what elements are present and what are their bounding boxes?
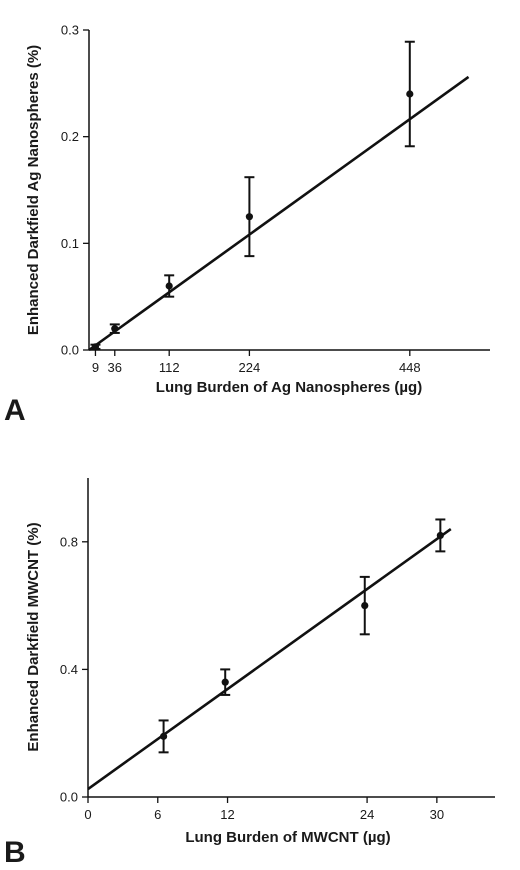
panel-b-x-axis-title: Lung Burden of MWCNT (µg): [185, 829, 390, 846]
panel-b-y-tick-label: 0.0: [60, 790, 78, 805]
panel-b: 0 6 12 24 30 0.0 0.4 0.8 Lung Burden of MWCNT (…: [4, 478, 495, 869]
panel-a-y-tick-label: 0.3: [61, 23, 79, 38]
panel-a-data-point: [91, 343, 100, 351]
panel-a-y-axis-title: Enhanced Darkfield Ag Nanospheres (%): [25, 45, 42, 335]
panel-a-x-tick-label: 36: [108, 360, 122, 375]
panel-a-x-tick-label: 9: [92, 360, 99, 375]
panel-b-fit-line: [87, 527, 452, 791]
panel-b-data-point: [436, 531, 444, 540]
panel-b-x-tick-label: 6: [154, 807, 161, 822]
panel-a-ticks: 9 36 112 224 448 0.0 0.1 0.2 0.3: [61, 23, 421, 376]
panel-b-points: [158, 518, 446, 754]
panel-a-x-axis-title: Lung Burden of Ag Nanospheres (µg): [156, 379, 422, 396]
panel-b-x-tick-label: 0: [84, 807, 91, 822]
panel-b-x-tick-label: 30: [430, 807, 444, 822]
panel-b-letter: B: [4, 836, 26, 869]
panel-a-y-tick-label: 0.0: [61, 343, 79, 358]
panel-b-y-tick-label: 0.4: [60, 662, 78, 677]
panel-b-data-point: [361, 602, 369, 610]
panel-a-y-tick-label: 0.1: [61, 236, 79, 251]
panel-b-data-point: [221, 678, 229, 686]
panel-a-data-point: [165, 282, 173, 290]
panel-a-fit-line: [88, 75, 470, 352]
panel-b-y-tick-label: 0.8: [60, 534, 78, 549]
panel-a-x-tick-label: 224: [239, 360, 261, 375]
panel-a-data-point: [111, 325, 119, 333]
panel-a-x-tick-label: 112: [159, 360, 180, 375]
panel-a: 9 36 112 224 448 0.0 0.1 0.2 0.3 Lung Burden of …: [4, 23, 490, 427]
panel-b-ticks: 0 6 12 24 30 0.0 0.4 0.8: [60, 534, 444, 822]
panel-a-data-point: [245, 213, 253, 221]
panel-b-y-axis-title: Enhanced Darkfield MWCNT (%): [25, 522, 42, 751]
panel-a-y-tick-label: 0.2: [61, 129, 79, 144]
panel-a-x-tick-label: 448: [399, 360, 421, 375]
panel-b-x-tick-label: 12: [220, 807, 234, 822]
panel-a-points: [90, 40, 415, 351]
panel-a-data-point: [406, 90, 414, 98]
panel-b-data-point: [159, 732, 168, 740]
panel-a-letter: A: [4, 394, 26, 427]
panel-a-fit: [88, 75, 470, 352]
panel-b-x-tick-label: 24: [360, 807, 374, 822]
panel-b-fit: [87, 527, 452, 791]
